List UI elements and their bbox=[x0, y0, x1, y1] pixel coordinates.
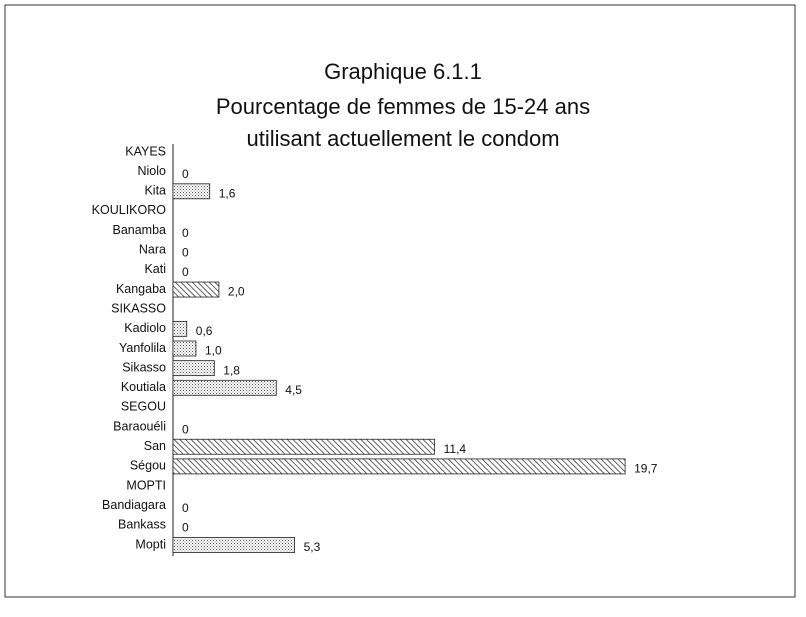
value-label: 0 bbox=[182, 501, 189, 515]
chart-subtitle: utilisant actuellement le condom bbox=[246, 126, 559, 151]
value-label: 0 bbox=[182, 226, 189, 240]
category-label: Banamba bbox=[112, 223, 166, 237]
value-label: 1,8 bbox=[223, 363, 240, 377]
value-label: 1,0 bbox=[205, 344, 222, 358]
bar bbox=[172, 458, 626, 475]
value-label: 0 bbox=[182, 167, 189, 181]
category-label: Koutiala bbox=[121, 380, 166, 394]
frame bbox=[4, 4, 796, 598]
chart-subtitle: Pourcentage de femmes de 15-24 ans bbox=[216, 94, 590, 119]
value-label: 4,5 bbox=[285, 383, 302, 397]
category-label: Niolo bbox=[138, 164, 167, 178]
bar bbox=[172, 340, 197, 357]
category-label: KAYES bbox=[125, 144, 166, 158]
category-label: Sikasso bbox=[122, 360, 166, 374]
category-label: Bandiagara bbox=[102, 498, 166, 512]
category-label: Yanfolila bbox=[119, 341, 166, 355]
value-label: 0 bbox=[182, 521, 189, 535]
value-label: 11,4 bbox=[444, 442, 467, 456]
bar bbox=[172, 281, 220, 298]
chart-title: Graphique 6.1.1 bbox=[324, 59, 482, 84]
bar bbox=[172, 320, 188, 337]
category-label: Mopti bbox=[135, 537, 166, 551]
value-label: 0 bbox=[182, 245, 189, 259]
bar bbox=[172, 438, 436, 455]
category-label: Kadiolo bbox=[124, 321, 166, 335]
category-label: SIKASSO bbox=[111, 301, 166, 315]
category-label: San bbox=[144, 439, 166, 453]
value-label: 19,7 bbox=[634, 462, 658, 476]
value-label: 0 bbox=[182, 422, 189, 436]
category-label: Kangaba bbox=[116, 282, 166, 296]
bar bbox=[172, 379, 277, 396]
category-label: MOPTI bbox=[126, 478, 166, 492]
category-label: Nara bbox=[139, 243, 166, 257]
bar bbox=[172, 183, 211, 200]
category-label: Bankass bbox=[118, 518, 166, 532]
category-label: Kita bbox=[144, 184, 166, 198]
value-label: 0 bbox=[182, 265, 189, 279]
category-label: SEGOU bbox=[121, 400, 166, 414]
value-label: 0,6 bbox=[196, 324, 213, 338]
category-label: Baraouéli bbox=[113, 419, 166, 433]
category-label: KOULIKORO bbox=[92, 203, 167, 217]
value-label: 2,0 bbox=[228, 285, 245, 299]
category-label: Kati bbox=[144, 262, 166, 276]
bar bbox=[172, 537, 296, 553]
value-label: 1,6 bbox=[219, 186, 236, 200]
bar bbox=[172, 360, 215, 377]
category-label: Ségou bbox=[130, 459, 166, 473]
value-label: 5,3 bbox=[304, 540, 321, 554]
